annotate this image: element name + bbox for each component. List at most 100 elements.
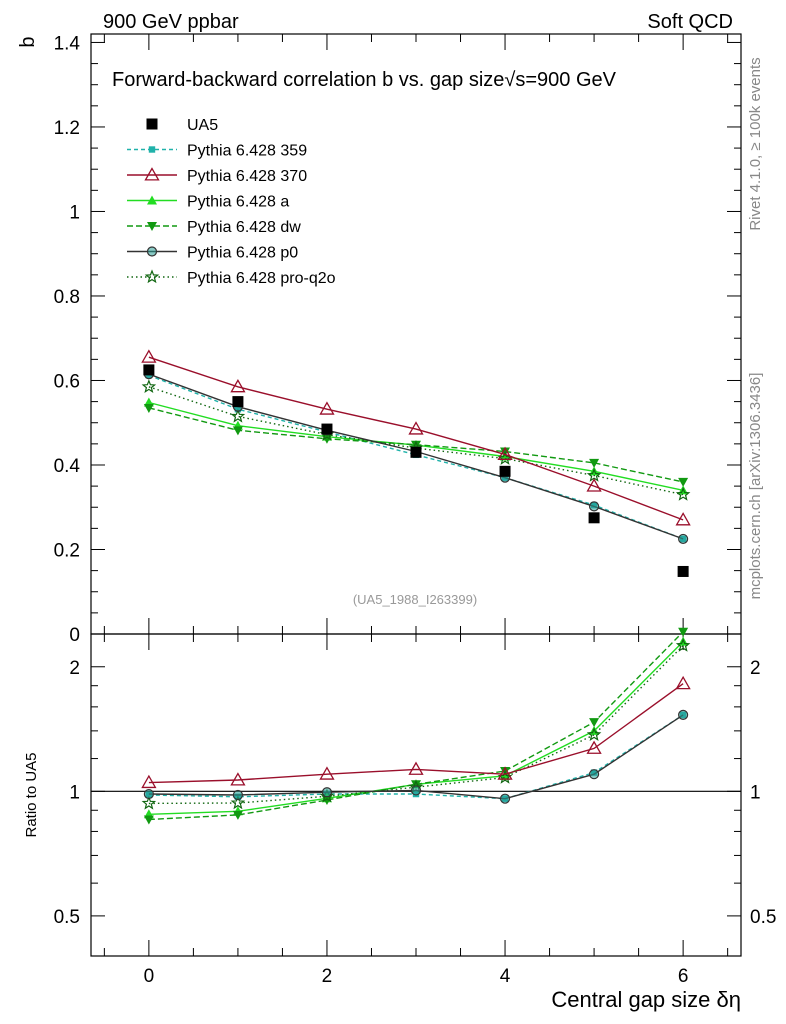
data-point	[232, 426, 243, 436]
legend-label: Pythia 6.428 370	[187, 168, 307, 185]
legend-entry: Pythia 6.428 a	[127, 194, 289, 211]
series-line	[148, 356, 684, 521]
ratio-ytick-label-right: 0.5	[750, 907, 776, 928]
legend-entry: Pythia 6.428 dw	[127, 219, 301, 236]
ratio-point	[589, 718, 600, 728]
data-point	[143, 403, 154, 413]
chart-title-energy: √s=900 GeV	[504, 69, 616, 91]
ratio-point	[141, 774, 157, 789]
data-point	[586, 478, 602, 492]
data-point	[588, 512, 600, 524]
data-point	[141, 379, 157, 393]
data-point	[319, 401, 335, 415]
main-ytick-label: 1	[69, 202, 80, 223]
ratio-point	[410, 785, 422, 796]
legend-label: Pythia 6.428 359	[187, 143, 307, 160]
main-ytick-label: 1.4	[54, 33, 81, 54]
main-ytick-label: 0	[69, 625, 80, 646]
series-pythia-6-428-pro-q2o	[141, 379, 691, 501]
analysis-watermark: (UA5_1988_I263399)	[353, 592, 477, 607]
main-ytick-labels: 0 0.2 0.4 0.6 0.8 1 1.2 1.4	[54, 33, 81, 646]
main-series	[141, 349, 691, 577]
data-point	[408, 421, 424, 435]
data-point	[588, 501, 600, 512]
ratio-point	[586, 727, 602, 741]
ratio-point	[675, 675, 691, 690]
ratio-point	[232, 789, 244, 801]
legend-swatch-marker	[147, 222, 157, 231]
legend-entry: Pythia 6.428 pro-q2o	[127, 269, 336, 287]
data-point	[411, 440, 421, 450]
data-point	[230, 408, 246, 423]
series-pythia-6-428-370	[141, 349, 691, 526]
legend-swatch-marker	[144, 167, 160, 181]
legend-entry: Pythia 6.428 370	[127, 167, 307, 185]
x-tick-labels: 0 2 4 6	[144, 966, 689, 987]
data-point	[410, 446, 422, 458]
data-point	[678, 533, 689, 545]
data-point	[678, 477, 689, 487]
legend-entry: Pythia 6.428 359	[127, 143, 307, 160]
ratio-point	[141, 795, 157, 810]
data-point	[321, 423, 333, 435]
main-ytick-label: 0.2	[54, 540, 80, 561]
legend-swatch-marker	[146, 246, 158, 257]
x-tick-label: 2	[322, 966, 333, 987]
ratio-point	[588, 769, 600, 780]
ratio-series-pythia-6-428-dw	[143, 627, 689, 825]
ratio-point	[499, 793, 511, 804]
x-tick-label: 4	[500, 966, 511, 987]
series-ua5	[143, 364, 689, 577]
ratio-ytick-label-right: 1	[750, 782, 761, 803]
x-axis-label: Central gap size δη	[551, 987, 741, 1012]
data-point	[677, 565, 689, 577]
ratio-point	[143, 815, 154, 825]
mcplots-label: mcplots.cern.ch [arXiv:1306.3436]	[747, 373, 764, 600]
data-point	[141, 349, 157, 363]
ratio-ytick-labels: 0.5 0.5 1 1 2 2	[54, 658, 777, 928]
legend-swatch-marker	[148, 146, 156, 153]
ratio-point	[321, 787, 333, 798]
ratio-point	[411, 780, 421, 790]
ratio-point	[408, 761, 424, 775]
ratio-point	[678, 627, 689, 637]
chart-title: Forward-backward correlation b vs. gap s…	[112, 69, 617, 91]
ratio-point	[675, 637, 691, 652]
ratio-series-pythia-6-428-p0	[143, 709, 689, 804]
legend-label: UA5	[187, 117, 218, 134]
main-ytick-label: 0.6	[54, 371, 80, 392]
ratio-point	[497, 766, 513, 780]
ratio-point	[678, 709, 689, 721]
x-tick-label: 6	[678, 966, 689, 987]
ratio-panel: 0.5 0.5 1 1 2 2 0 2 4 6 Ratio to UA5 Central gap…	[23, 627, 777, 1012]
main-ytick-label: 0.4	[54, 456, 81, 477]
main-ytick-label: 0.8	[54, 287, 80, 308]
legend-entry: UA5	[146, 117, 218, 134]
legend-label: Pythia 6.428 pro-q2o	[187, 270, 336, 287]
header-left: 900 GeV ppbar	[103, 11, 239, 33]
data-point	[232, 396, 244, 408]
data-point	[586, 467, 602, 482]
legend-swatch-marker	[144, 269, 160, 284]
ratio-point	[586, 740, 602, 754]
data-point	[497, 446, 513, 460]
data-point	[675, 486, 691, 501]
ratio-point	[230, 795, 246, 810]
legend-entry: Pythia 6.428 p0	[127, 245, 298, 262]
ratio-ytick-label-right: 2	[750, 658, 761, 679]
ratio-point	[143, 788, 154, 800]
data-point	[230, 379, 246, 393]
data-point	[499, 465, 511, 477]
data-point	[589, 458, 600, 468]
main-ytick-label: 1.2	[54, 118, 80, 139]
ratio-point	[319, 766, 335, 780]
data-point	[143, 364, 155, 376]
ratio-series-pythia-6-428-370	[141, 675, 691, 789]
legend-label: Pythia 6.428 p0	[187, 245, 298, 262]
ratio-point	[232, 810, 243, 820]
main-ylabel: b	[17, 36, 39, 47]
legend-swatch-marker	[146, 118, 158, 130]
chart-title-main: Forward-backward correlation b vs. gap s…	[112, 69, 504, 91]
legend-label: Pythia 6.428 a	[187, 194, 289, 211]
